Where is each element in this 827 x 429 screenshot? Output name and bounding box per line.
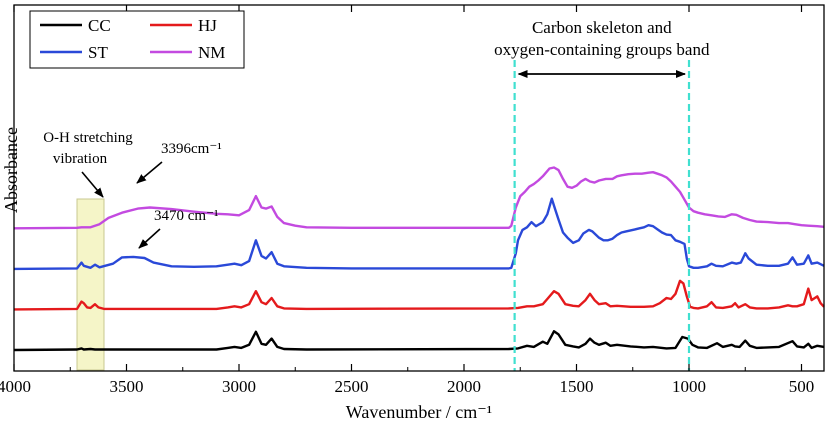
- series-line-nm: [13, 166, 825, 230]
- st-peak-annotation: 3470 cm⁻¹: [154, 208, 219, 224]
- x-axis-label: Wavenumber / cm⁻¹: [346, 402, 492, 422]
- legend-label-nm: NM: [198, 43, 225, 62]
- series-line-hj: [13, 279, 825, 311]
- legend-label-st: ST: [88, 43, 108, 62]
- y-axis-label: Absorbance: [1, 127, 21, 213]
- plot-frame: [13, 4, 825, 372]
- x-tick-label: 3500: [110, 377, 144, 396]
- x-tick-label: 1000: [672, 377, 706, 396]
- oh-annotation-line-1: O-H stretching: [43, 130, 133, 146]
- x-axis-ticks: 4000 3500 3000 2500 2000 1500 1000 500: [0, 5, 814, 396]
- x-tick-label: 4000: [0, 377, 31, 396]
- x-tick-label: 500: [789, 377, 815, 396]
- legend: CC HJ ST NM: [29, 10, 245, 69]
- band-label-line-2: oxygen-containing groups band: [494, 40, 710, 59]
- x-tick-label: 3000: [222, 377, 256, 396]
- nm-peak-annotation: 3396cm⁻¹: [161, 141, 222, 157]
- series-layer: [13, 166, 825, 352]
- series-line-st: [13, 197, 825, 271]
- band-label-line-1: Carbon skeleton and: [532, 18, 672, 37]
- st-peak-arrow: [138, 228, 161, 249]
- x-tick-label: 2000: [447, 377, 481, 396]
- x-tick-label: 2500: [335, 377, 369, 396]
- legend-label-cc: CC: [88, 16, 111, 35]
- series-line-cc: [13, 330, 825, 352]
- x-tick-label: 1500: [560, 377, 594, 396]
- legend-label-hj: HJ: [198, 16, 217, 35]
- oh-annotation-arrow: [81, 171, 104, 198]
- legend-box: [29, 10, 245, 69]
- nm-peak-arrow: [136, 161, 163, 184]
- oh-annotation-line-2: vibration: [53, 151, 108, 167]
